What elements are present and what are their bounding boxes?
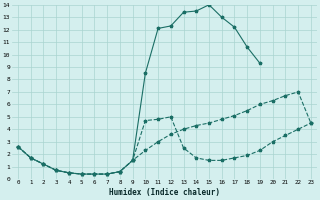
X-axis label: Humidex (Indice chaleur): Humidex (Indice chaleur)	[109, 188, 220, 197]
